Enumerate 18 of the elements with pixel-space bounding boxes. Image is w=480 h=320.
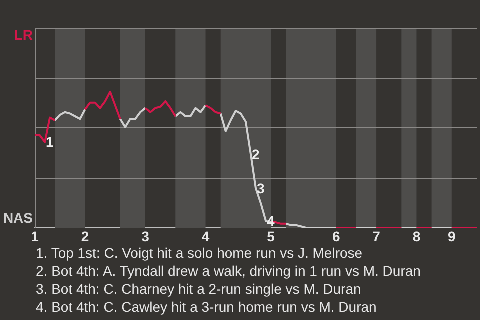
x-tick-label: 7 <box>372 228 381 244</box>
x-tick-label: 2 <box>81 228 90 244</box>
text: 4. Bot 4th: C. Cawley hit a 3-run home run vs M. Duran <box>36 298 378 316</box>
text: 3. Bot 4th: C. Charney hit a 2-run single vs M. Duran <box>36 280 362 298</box>
x-tick-label: 1 <box>31 228 40 244</box>
annotation: 2 <box>252 146 260 162</box>
x-tick-label: 9 <box>448 228 456 244</box>
annotation: 3 <box>257 180 265 196</box>
x-tick-label: 4 <box>202 228 210 244</box>
annotation: 1 <box>46 134 54 150</box>
text: 2. Bot 4th: A. Tyndall drew a walk, driving in 1 run vs M. Duran <box>36 262 421 280</box>
text: LR <box>14 26 33 43</box>
x-tick-label: 8 <box>412 228 421 244</box>
x-tick-label: 5 <box>267 228 276 244</box>
x-tick-label: 6 <box>332 228 340 244</box>
text: NAS <box>3 210 33 226</box>
text: 1. Top 1st: C. Voigt hit a solo home run vs J. Melrose <box>36 244 364 262</box>
x-tick-label: 3 <box>142 228 150 244</box>
